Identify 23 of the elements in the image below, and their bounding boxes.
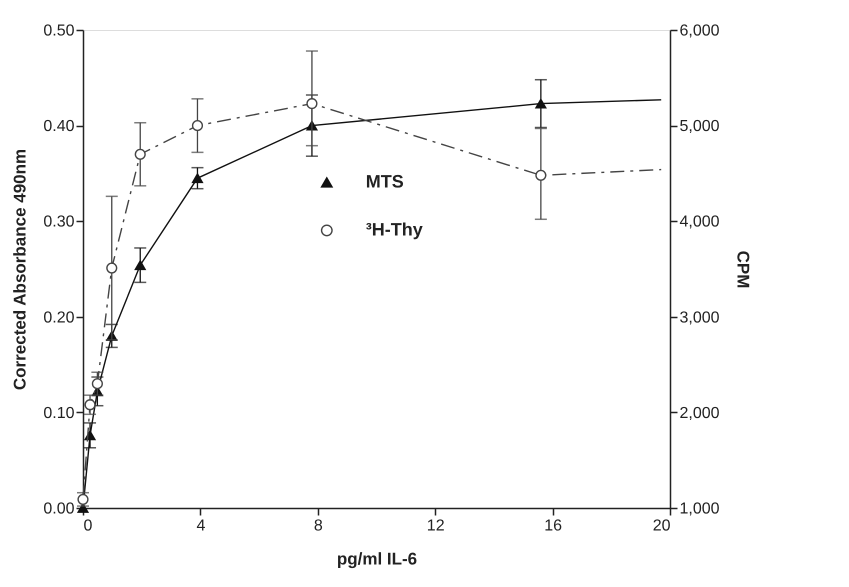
y2-tick-label: 2,000 xyxy=(680,404,720,422)
y2-tick-label: 1,000 xyxy=(680,500,720,518)
y2-tick-label: 3,000 xyxy=(680,309,720,326)
y2-tick-label: 5,000 xyxy=(680,118,720,136)
y2-tick-label: 6,000 xyxy=(680,22,720,40)
y2-tick-label: 4,000 xyxy=(680,214,720,231)
y-tick-label: 0.50 xyxy=(43,22,75,40)
x-axis-title: pg/ml IL-6 xyxy=(336,550,418,568)
legend-label: MTS xyxy=(366,171,404,192)
y-tick-label: 0.40 xyxy=(43,118,75,136)
y2-axis-title: CPM xyxy=(734,250,753,288)
x-tick-label: 8 xyxy=(314,518,323,534)
x-tick-label: 0 xyxy=(84,518,92,534)
y-tick-label: 0.20 xyxy=(43,309,75,326)
legend-label: ³H-Thy xyxy=(366,219,423,240)
x-tick-label: 4 xyxy=(196,518,206,534)
y-tick-label: 0.10 xyxy=(43,404,75,422)
y-axis-title: Corrected Absorbance 490nm xyxy=(10,148,30,390)
x-tick-label: 16 xyxy=(544,518,562,534)
x-tick-label: 12 xyxy=(426,518,445,534)
y-tick-label: 0.30 xyxy=(43,214,75,231)
x-tick-label: 20 xyxy=(652,518,671,534)
y-tick-label: 0.00 xyxy=(43,500,75,518)
